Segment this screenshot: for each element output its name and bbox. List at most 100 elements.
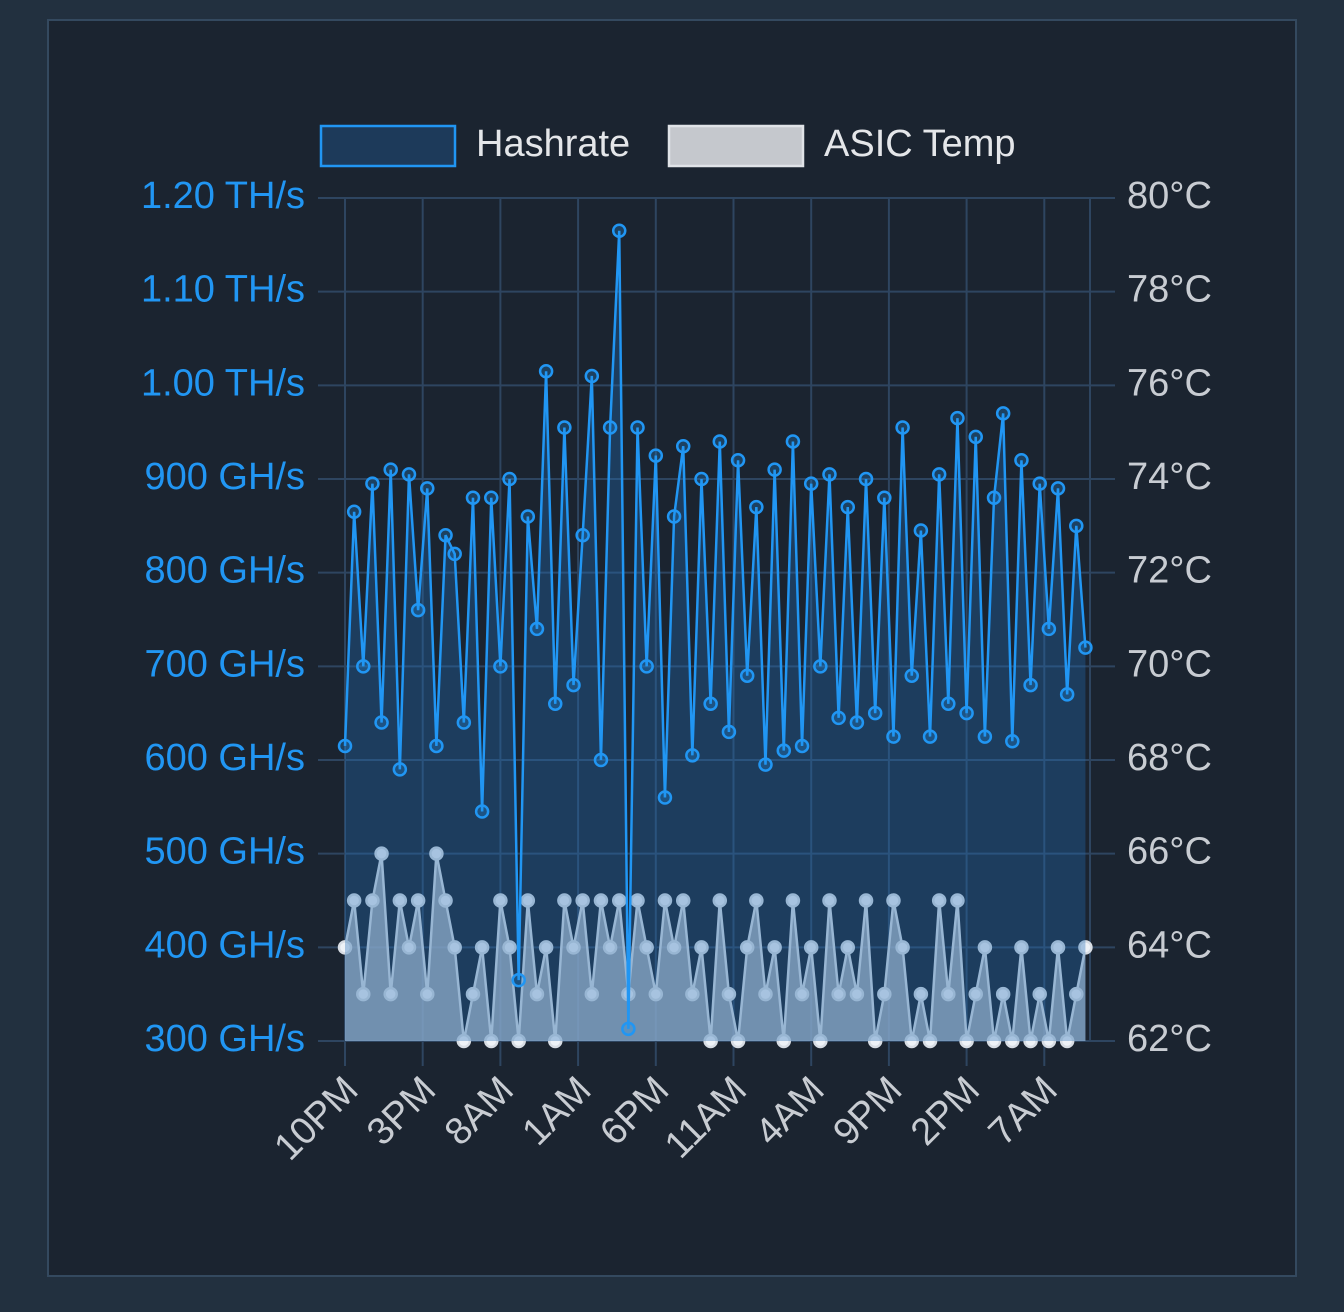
point [1078, 640, 1093, 655]
point [730, 1033, 746, 1049]
point [776, 743, 792, 758]
point [493, 659, 508, 674]
point [849, 986, 865, 1002]
point [712, 893, 728, 908]
point [1014, 453, 1029, 468]
point [712, 434, 728, 449]
point [703, 1033, 718, 1049]
legend-label: Hashrate [476, 123, 630, 165]
point [877, 490, 892, 505]
point [429, 846, 444, 861]
y2-tick-label: 62°C [1127, 1018, 1212, 1060]
point [1041, 621, 1057, 637]
point [484, 490, 499, 505]
line [343, 230, 1087, 1029]
point [566, 940, 581, 955]
point [685, 748, 700, 763]
point [913, 986, 929, 1002]
point [666, 940, 682, 955]
point [941, 696, 956, 712]
point [1032, 476, 1047, 491]
point [447, 940, 462, 955]
point [639, 940, 654, 955]
point [502, 471, 517, 487]
point [767, 462, 782, 477]
point [438, 527, 453, 543]
point [913, 523, 929, 538]
point [849, 715, 865, 730]
y-tick-label: 400 GH/s [144, 924, 305, 966]
point [383, 462, 398, 477]
point [529, 986, 545, 1002]
point [675, 438, 691, 454]
point [904, 1033, 919, 1049]
point [611, 893, 627, 908]
point [392, 893, 408, 908]
point [493, 893, 508, 908]
point [803, 940, 819, 955]
point [749, 893, 764, 908]
point [648, 448, 664, 463]
y2-tick-label: 76°C [1127, 362, 1212, 404]
point [858, 471, 874, 487]
point [529, 621, 545, 637]
point [337, 738, 353, 754]
point [374, 715, 389, 730]
point [694, 471, 709, 487]
point [547, 1033, 563, 1049]
point [1050, 940, 1066, 955]
point [346, 504, 362, 520]
point [703, 696, 718, 712]
point [840, 940, 856, 955]
point [502, 940, 517, 955]
point [1059, 687, 1075, 702]
point [374, 846, 389, 861]
point [1005, 1033, 1020, 1049]
legend-swatch [667, 124, 805, 168]
point [694, 940, 709, 955]
point [968, 429, 983, 445]
y2-tick-label: 80°C [1127, 175, 1212, 217]
point [1023, 1033, 1038, 1049]
y2-tick-label: 64°C [1127, 924, 1212, 966]
point [675, 893, 691, 908]
point [822, 467, 837, 482]
point [602, 420, 618, 435]
y2-tick-label: 78°C [1127, 269, 1212, 311]
y2-tick-label: 68°C [1127, 737, 1212, 779]
y-tick-label: 600 GH/s [144, 737, 305, 779]
point [566, 677, 581, 693]
point [1014, 940, 1029, 955]
y2-tick-label: 72°C [1127, 550, 1212, 592]
point [895, 940, 910, 955]
point [831, 710, 846, 726]
point [420, 481, 435, 496]
point [648, 986, 664, 1002]
point [721, 724, 737, 740]
point [895, 420, 910, 435]
point [1059, 1033, 1075, 1049]
point [1023, 677, 1038, 693]
y-tick-label: 500 GH/s [144, 831, 305, 873]
point [813, 659, 828, 674]
y-tick-label: 1.00 TH/s [141, 362, 305, 404]
point [383, 986, 398, 1002]
point [456, 1033, 472, 1049]
point [346, 893, 362, 908]
point [657, 893, 673, 908]
point [776, 1033, 792, 1049]
point [557, 420, 572, 435]
point [520, 893, 536, 908]
point [922, 1033, 938, 1049]
point [886, 729, 901, 744]
point [575, 893, 590, 908]
point [392, 762, 408, 777]
point [968, 986, 983, 1002]
legend-swatch [319, 124, 457, 168]
point [986, 1033, 1002, 1049]
point [785, 434, 801, 449]
point [767, 940, 782, 955]
point [794, 738, 810, 754]
point [959, 1033, 974, 1049]
